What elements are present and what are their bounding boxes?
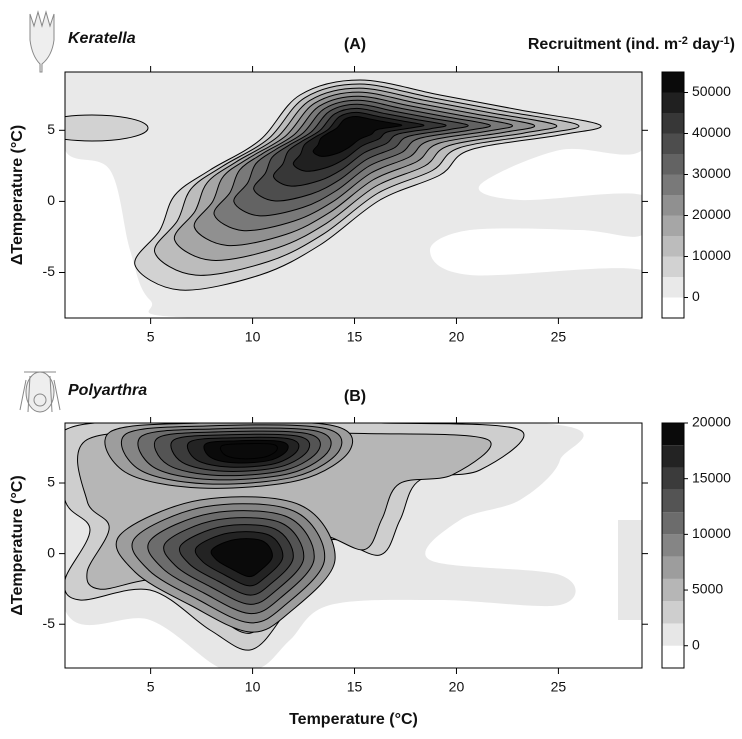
y-tick-label: 5 bbox=[47, 121, 55, 137]
colorbar-box bbox=[662, 133, 684, 154]
contour-region bbox=[618, 520, 642, 620]
taxon-label: Keratella bbox=[68, 30, 136, 47]
contour-field bbox=[65, 72, 642, 318]
colorbar-label-part: Recruitment (ind. m bbox=[528, 36, 678, 53]
x-tick-label: 10 bbox=[245, 679, 261, 695]
x-tick-label: 5 bbox=[147, 679, 155, 695]
polyarthra-icon bbox=[19, 371, 61, 413]
colorbar-tick-label: 30000 bbox=[692, 165, 731, 181]
x-tick-label: 10 bbox=[245, 329, 261, 345]
colorbar-box bbox=[662, 556, 684, 579]
plot-frame bbox=[64, 71, 643, 319]
colorbar-box bbox=[662, 236, 684, 257]
y-tick-label: 0 bbox=[47, 192, 55, 208]
colorbar-frame bbox=[661, 422, 685, 669]
colorbar-tick-label: 20000 bbox=[692, 206, 731, 222]
keratella-icon bbox=[29, 10, 55, 73]
plot-frame bbox=[64, 422, 643, 669]
x-tick-label: 5 bbox=[147, 329, 155, 345]
colorbar-box bbox=[662, 601, 684, 624]
y-tick-label: -5 bbox=[43, 263, 56, 279]
panel-title: (B) bbox=[344, 388, 366, 405]
colorbar-label-part: day bbox=[688, 36, 720, 53]
colorbar-tick-label: 0 bbox=[692, 288, 700, 304]
colorbar-label-part: -2 bbox=[678, 35, 688, 47]
colorbar-tick-label: 10000 bbox=[692, 247, 731, 263]
colorbar-tick-label: 40000 bbox=[692, 124, 731, 140]
x-tick-label: 25 bbox=[551, 679, 567, 695]
colorbar-tick-label: 20000 bbox=[692, 414, 731, 430]
colorbar-label-part: ) bbox=[730, 36, 735, 53]
colorbar-box bbox=[662, 174, 684, 195]
colorbar-box bbox=[662, 277, 684, 298]
contour-field bbox=[65, 423, 642, 668]
colorbar-box bbox=[662, 92, 684, 113]
colorbar-box bbox=[662, 113, 684, 134]
x-tick-label: 20 bbox=[449, 329, 465, 345]
colorbar-box bbox=[662, 445, 684, 468]
colorbar-tick-label: 15000 bbox=[692, 469, 731, 485]
colorbar-box bbox=[662, 623, 684, 646]
colorbar-label-part: -1 bbox=[720, 35, 730, 47]
colorbar-tick-label: 10000 bbox=[692, 525, 731, 541]
colorbar-tick-label: 50000 bbox=[692, 83, 731, 99]
y-tick-label: 5 bbox=[47, 474, 55, 490]
taxon-label: Polyarthra bbox=[68, 382, 147, 399]
colorbar-box bbox=[662, 578, 684, 602]
colorbar-box bbox=[662, 489, 684, 513]
colorbar-tick-label: 5000 bbox=[692, 581, 723, 597]
contour-region bbox=[312, 115, 403, 157]
x-tick-label: 15 bbox=[347, 329, 363, 345]
colorbar-box bbox=[662, 195, 684, 216]
y-tick-label: 0 bbox=[47, 544, 55, 560]
colorbar-box bbox=[662, 512, 684, 535]
colorbar-frame bbox=[661, 71, 685, 319]
colorbar-box bbox=[662, 256, 684, 277]
colorbar-box bbox=[662, 297, 684, 318]
colorbar-box bbox=[662, 72, 684, 93]
y-tick-label: -5 bbox=[43, 615, 56, 631]
colorbar-box bbox=[662, 215, 684, 236]
colorbar-label: Recruitment (ind. m-2 day-1) bbox=[528, 35, 735, 54]
colorbar-box bbox=[662, 534, 684, 557]
colorbar-tick-label: 0 bbox=[692, 636, 700, 652]
contour-region bbox=[65, 114, 149, 142]
contour-region bbox=[219, 443, 278, 460]
colorbar-box bbox=[662, 467, 684, 490]
y-axis-label: ΔTemperature (°C) bbox=[9, 475, 26, 615]
colorbar-box bbox=[662, 423, 684, 446]
x-tick-label: 20 bbox=[449, 679, 465, 695]
colorbar-box bbox=[662, 645, 684, 668]
x-axis-label: Temperature (°C) bbox=[289, 711, 418, 728]
x-tick-label: 25 bbox=[551, 329, 567, 345]
panel-title: (A) bbox=[344, 36, 366, 53]
x-tick-label: 15 bbox=[347, 679, 363, 695]
contour-region bbox=[210, 538, 273, 578]
colorbar-box bbox=[662, 154, 684, 175]
y-axis-label: ΔTemperature (°C) bbox=[9, 125, 26, 265]
